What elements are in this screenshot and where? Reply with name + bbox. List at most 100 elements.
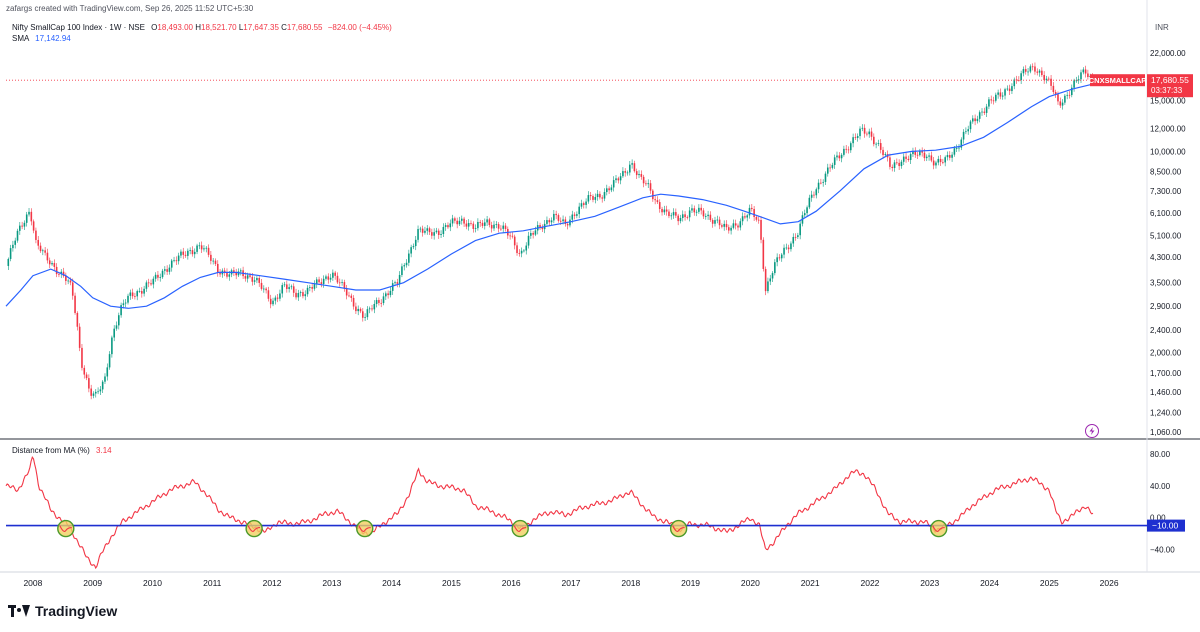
candle-body [380, 302, 383, 304]
price-tick-label: 1,700.00 [1150, 369, 1182, 378]
candle-body [42, 250, 44, 252]
candle-body [414, 239, 417, 247]
candle-body [477, 221, 479, 229]
candle-body [702, 210, 705, 217]
candle-body [442, 226, 445, 235]
candle-body [279, 293, 281, 299]
candle-body [714, 220, 716, 224]
candle-body [394, 282, 396, 284]
candle-body [378, 300, 380, 303]
highlight-circle-trace [672, 525, 685, 532]
candle-body [21, 225, 23, 227]
candle-body [1077, 79, 1080, 81]
close-value: 17,680.55 [286, 23, 323, 32]
candle-body [355, 306, 357, 312]
oscillator-tick-label: 0.00 [1150, 514, 1166, 523]
candle-body [658, 202, 661, 209]
candle-body [553, 213, 555, 221]
candle-body [638, 174, 640, 176]
candle-body [368, 308, 371, 310]
candle-body [647, 183, 650, 185]
candle-body [681, 214, 684, 218]
candle-body [412, 246, 415, 248]
candle-body [219, 272, 221, 275]
candle-body [870, 131, 873, 137]
candle-body [170, 260, 173, 268]
candle-body [1070, 87, 1073, 96]
candle-body [530, 233, 532, 236]
candle-body [587, 195, 590, 202]
candle-body [854, 137, 857, 138]
price-tick-label: 1,460.00 [1150, 388, 1182, 397]
candle-body [463, 218, 465, 224]
candle-body [497, 224, 500, 229]
price-tick-label: 7,300.00 [1150, 187, 1182, 196]
candle-body [28, 211, 30, 215]
indicator-title: Distance from MA (%) [12, 446, 90, 455]
change-value: −824.00 (−4.45%) [327, 23, 392, 32]
candle-body [150, 283, 152, 285]
candle-body [456, 220, 458, 225]
candle-body [488, 219, 491, 226]
candle-body [852, 137, 854, 144]
candle-body [794, 236, 797, 238]
level-badge-bg [1147, 519, 1185, 532]
time-tick-label: 2021 [801, 578, 820, 588]
candle-body [1038, 70, 1041, 73]
candle-body [882, 149, 884, 156]
candle-body [311, 287, 313, 289]
candle-body [249, 275, 251, 277]
candle-body [953, 148, 956, 155]
candle-body [753, 208, 755, 218]
tradingview-logo-text: TradingView [35, 603, 118, 619]
candle-body [596, 193, 599, 198]
candle-body [237, 271, 240, 276]
sma-label: SMA [12, 34, 29, 43]
candle-body [877, 143, 880, 144]
oscillator-tick-label: −40.00 [1150, 545, 1175, 554]
candle-body [778, 257, 781, 259]
time-tick-label: 2011 [203, 578, 222, 588]
indicator-legend: Distance from MA (%) 3.14 [12, 446, 112, 455]
candle-body [999, 92, 1002, 97]
candle-body [76, 312, 79, 327]
candle-body [863, 127, 866, 134]
candle-body [612, 180, 615, 188]
candle-body [143, 288, 145, 294]
candle-body [649, 183, 652, 191]
price-tick-label: 5,100.00 [1150, 232, 1182, 241]
candle-body [1027, 71, 1029, 73]
candle-body [769, 278, 772, 282]
tradingview-logo[interactable]: TradingView [8, 603, 117, 619]
highlight-circle-trace [932, 525, 945, 532]
candle-body [286, 284, 288, 289]
price-tick-label: 1,240.00 [1150, 408, 1182, 417]
candle-body [764, 268, 767, 292]
candle-body [698, 207, 700, 212]
time-tick-label: 2019 [681, 578, 700, 588]
candle-body [106, 367, 109, 377]
time-tick-label: 2016 [502, 578, 521, 588]
candle-body [962, 131, 965, 140]
candle-body [292, 286, 295, 293]
candle-body [101, 381, 104, 390]
candle-body [580, 203, 583, 207]
candle-body [704, 216, 707, 217]
candle-body [1018, 79, 1020, 81]
price-tick-label: 1,060.00 [1150, 428, 1182, 437]
candle-body [840, 154, 843, 159]
candle-body [677, 215, 679, 222]
candle-body [263, 288, 265, 290]
candle-body [988, 99, 990, 107]
candle-body [164, 269, 166, 271]
candle-body [182, 251, 185, 255]
candle-body [760, 219, 762, 240]
oscillator-tick-label: 80.00 [1150, 450, 1171, 459]
credit-line: zafargs created with TradingView.com, Se… [6, 4, 254, 13]
candle-body [661, 208, 663, 213]
candle-body [200, 245, 203, 250]
candle-body [447, 225, 449, 228]
candle-body [228, 274, 231, 277]
candle-body [843, 148, 845, 155]
